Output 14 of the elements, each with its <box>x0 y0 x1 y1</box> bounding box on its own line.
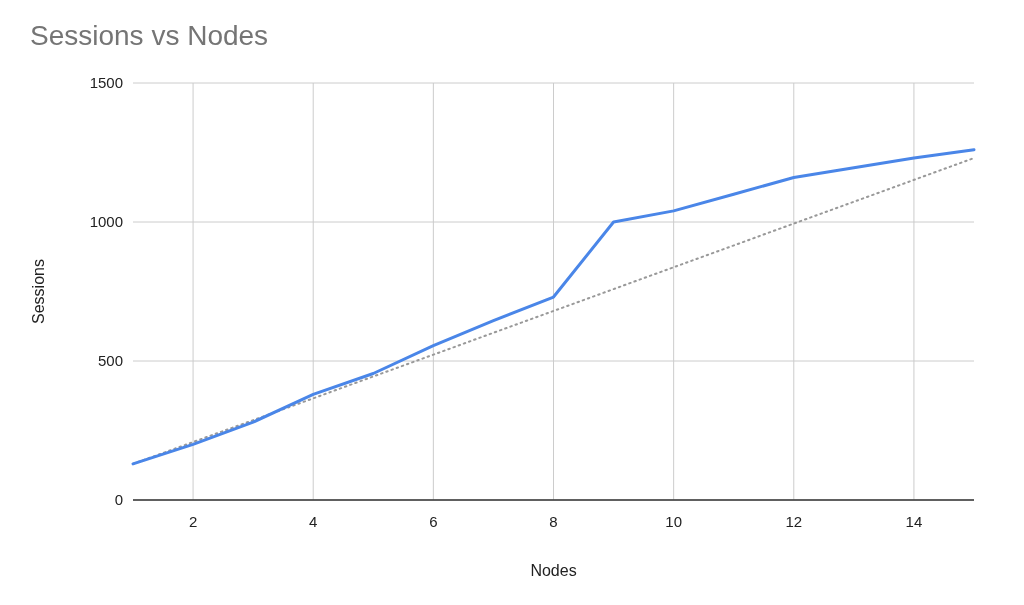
y-axis-title: Sessions <box>30 259 47 324</box>
chart-title: Sessions vs Nodes <box>30 20 269 51</box>
x-tick-label: 10 <box>665 513 682 530</box>
x-tick-label: 2 <box>188 513 198 530</box>
x-tick-label: 14 <box>905 513 923 530</box>
x-tick-label: 6 <box>429 513 438 530</box>
x-axis-title: Nodes <box>530 562 577 579</box>
x-tick-label: 12 <box>785 513 803 530</box>
y-tick-label: 0 <box>114 491 123 509</box>
y-tick-label: 1000 <box>89 213 123 231</box>
y-tick-label: 500 <box>97 352 123 370</box>
x-tick-label: 8 <box>549 513 558 530</box>
y-tick-label: 1500 <box>89 74 123 92</box>
x-tick-label: 4 <box>309 513 318 530</box>
